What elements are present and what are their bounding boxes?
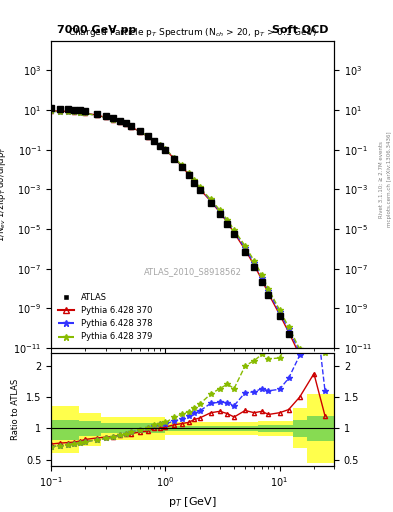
ATLAS <box>197 187 202 194</box>
Text: Soft QCD: Soft QCD <box>272 25 329 35</box>
ATLAS <box>49 105 53 112</box>
ATLAS <box>145 133 150 139</box>
ATLAS <box>111 115 116 121</box>
Y-axis label: Ratio to ATLAS: Ratio to ATLAS <box>11 379 20 440</box>
ATLAS <box>277 313 282 319</box>
Polygon shape <box>292 409 307 449</box>
ATLAS <box>186 172 191 178</box>
Title: Charged Particle p$_T$ Spectrum (N$_{ch}$ > 20, p$_T$ > 0.1 GeV): Charged Particle p$_T$ Spectrum (N$_{ch}… <box>68 27 317 39</box>
ATLAS <box>312 387 316 393</box>
ATLAS <box>232 231 237 237</box>
ATLAS <box>94 111 99 117</box>
ATLAS <box>259 279 264 285</box>
ATLAS <box>123 120 128 126</box>
ATLAS <box>72 106 77 113</box>
Y-axis label: 1/N$_{ev}$ 1/2πp$_T$ dσ/dηdp$_T$: 1/N$_{ev}$ 1/2πp$_T$ dσ/dηdp$_T$ <box>0 147 7 242</box>
Polygon shape <box>51 420 79 440</box>
ATLAS <box>83 109 88 115</box>
Text: ATLAS_2010_S8918562: ATLAS_2010_S8918562 <box>143 267 242 276</box>
ATLAS <box>118 118 122 124</box>
Polygon shape <box>51 407 79 454</box>
ATLAS <box>266 292 271 298</box>
ATLAS <box>217 211 222 218</box>
Polygon shape <box>79 413 101 446</box>
ATLAS <box>129 123 133 129</box>
ATLAS <box>243 249 248 255</box>
Legend: ATLAS, Pythia 6.428 370, Pythia 6.428 378, Pythia 6.428 379: ATLAS, Pythia 6.428 370, Pythia 6.428 37… <box>55 290 155 344</box>
ATLAS <box>180 164 184 170</box>
Text: mcplots.cern.ch [arXiv:1306.3436]: mcplots.cern.ch [arXiv:1306.3436] <box>387 132 391 227</box>
Line: ATLAS: ATLAS <box>48 105 328 416</box>
ATLAS <box>298 355 302 361</box>
X-axis label: p$_T$ [GeV]: p$_T$ [GeV] <box>168 495 217 509</box>
ATLAS <box>208 200 213 206</box>
ATLAS <box>323 411 327 417</box>
Polygon shape <box>292 420 307 437</box>
Text: Rivet 3.1.10; ≥ 2.7M events: Rivet 3.1.10; ≥ 2.7M events <box>379 141 384 218</box>
ATLAS <box>172 156 177 162</box>
ATLAS <box>65 106 70 112</box>
ATLAS <box>252 264 257 270</box>
ATLAS <box>103 113 108 119</box>
ATLAS <box>163 147 168 153</box>
Polygon shape <box>165 426 258 431</box>
ATLAS <box>158 142 162 148</box>
ATLAS <box>225 221 230 227</box>
Polygon shape <box>307 394 334 463</box>
Polygon shape <box>307 416 334 441</box>
ATLAS <box>58 105 62 112</box>
Text: 7000 GeV pp: 7000 GeV pp <box>57 25 136 35</box>
Polygon shape <box>165 422 258 435</box>
Polygon shape <box>101 417 165 440</box>
Polygon shape <box>79 421 101 436</box>
ATLAS <box>286 331 291 337</box>
Polygon shape <box>258 421 292 436</box>
ATLAS <box>138 128 142 134</box>
ATLAS <box>152 138 156 144</box>
Polygon shape <box>101 423 165 433</box>
ATLAS <box>78 108 83 114</box>
ATLAS <box>192 180 197 186</box>
Polygon shape <box>258 424 292 432</box>
